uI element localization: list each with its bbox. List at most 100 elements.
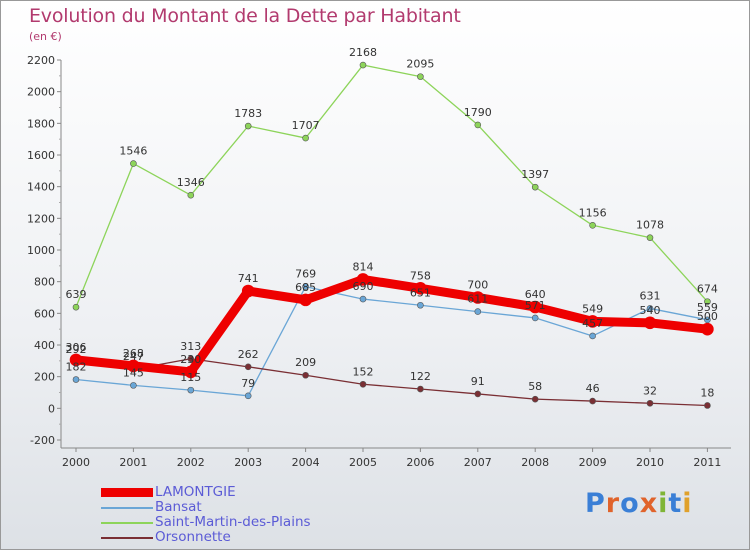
- data-label: 651: [410, 286, 431, 299]
- data-label: 152: [353, 365, 374, 378]
- y-tick-label: 600: [34, 307, 55, 320]
- y-tick-label: 1200: [27, 212, 55, 225]
- data-point: [130, 382, 137, 389]
- data-point: [531, 183, 539, 191]
- x-tick-label: 2010: [636, 456, 664, 469]
- data-label: 32: [643, 384, 657, 397]
- x-tick-label: 2009: [579, 456, 607, 469]
- data-label: 549: [582, 302, 603, 315]
- data-label: 700: [467, 279, 488, 292]
- data-point: [531, 395, 539, 403]
- data-label: 769: [295, 268, 316, 281]
- x-tick-label: 2004: [292, 456, 320, 469]
- data-point: [643, 316, 657, 330]
- data-point: [417, 301, 424, 309]
- data-label: 18: [700, 386, 714, 399]
- data-label: 1397: [521, 168, 549, 181]
- data-point: [646, 234, 654, 241]
- legend-swatch: [101, 488, 153, 497]
- data-label: 1783: [234, 107, 262, 120]
- legend-label: LAMONTGIE: [155, 484, 236, 500]
- data-label: 741: [238, 272, 259, 285]
- data-label: 292: [66, 343, 87, 356]
- data-label: 1156: [579, 206, 607, 219]
- y-tick-label: 1400: [27, 181, 55, 194]
- data-label: 571: [525, 299, 546, 312]
- data-point: [244, 363, 252, 371]
- data-label: 631: [640, 289, 661, 302]
- data-point: [646, 305, 654, 312]
- data-label: 1707: [292, 119, 320, 132]
- data-point: [417, 73, 424, 80]
- data-point: [359, 61, 367, 69]
- y-tick-label: 2000: [27, 86, 55, 99]
- data-label: 262: [238, 348, 259, 361]
- y-tick-label: 1600: [27, 149, 55, 162]
- data-label: 457: [582, 317, 603, 330]
- data-label: 758: [410, 269, 431, 282]
- x-tick-label: 2003: [234, 456, 262, 469]
- data-point: [302, 134, 309, 142]
- y-tick-label: 2200: [27, 54, 55, 67]
- data-label: 313: [180, 340, 201, 353]
- data-label: 145: [123, 366, 144, 379]
- data-label: 1346: [177, 176, 205, 189]
- data-point: [241, 284, 255, 298]
- x-tick-label: 2006: [406, 456, 434, 469]
- data-point: [359, 380, 367, 388]
- data-label: 115: [180, 371, 201, 384]
- y-tick-label: 400: [34, 339, 55, 352]
- data-label: 2168: [349, 46, 377, 59]
- data-point: [244, 122, 252, 130]
- data-label: 1546: [119, 145, 147, 158]
- data-label: 122: [410, 370, 431, 383]
- data-label: 58: [528, 380, 542, 393]
- data-point: [646, 399, 654, 407]
- data-point: [589, 332, 596, 340]
- data-point: [474, 390, 482, 398]
- data-label: 182: [66, 361, 87, 374]
- data-label: 559: [697, 301, 718, 314]
- data-point: [417, 385, 424, 393]
- data-point: [130, 160, 137, 167]
- data-point: [187, 355, 195, 363]
- data-point: [184, 365, 198, 379]
- legend-label: Bansat: [155, 499, 202, 515]
- data-label: 690: [353, 280, 374, 293]
- data-point: [359, 295, 367, 303]
- data-point: [704, 316, 711, 324]
- data-point: [356, 273, 370, 286]
- data-point: [589, 397, 596, 405]
- data-point: [474, 121, 482, 129]
- x-tick-label: 2007: [464, 456, 492, 469]
- data-point: [474, 308, 482, 315]
- series-line-lamontgie: [71, 274, 712, 377]
- data-point: [701, 322, 714, 336]
- data-point: [72, 303, 80, 311]
- x-tick-label: 2001: [119, 456, 147, 469]
- legend-label: Orsonnette: [155, 529, 231, 545]
- data-point: [302, 283, 309, 290]
- series-line-bansat: [75, 285, 709, 397]
- y-tick-label: 200: [34, 371, 55, 384]
- data-label: 814: [353, 260, 374, 273]
- x-tick-label: 2002: [177, 456, 205, 469]
- legend-label: Saint-Martin-des-Plains: [155, 514, 311, 530]
- x-tick-label: 2008: [521, 456, 549, 469]
- data-point: [302, 371, 309, 379]
- data-point: [704, 298, 711, 305]
- data-label: 268: [123, 347, 144, 360]
- data-label: 674: [697, 283, 718, 296]
- data-label: 2095: [406, 58, 434, 71]
- data-point: [69, 353, 83, 367]
- data-label: 230: [180, 353, 201, 366]
- x-tick-label: 2000: [62, 456, 90, 469]
- data-label: 1078: [636, 219, 664, 232]
- data-point: [528, 300, 542, 314]
- y-tick-label: -200: [30, 434, 55, 447]
- data-point: [586, 315, 599, 328]
- data-point: [244, 392, 252, 400]
- data-label: 79: [241, 377, 255, 390]
- data-point: [187, 191, 195, 199]
